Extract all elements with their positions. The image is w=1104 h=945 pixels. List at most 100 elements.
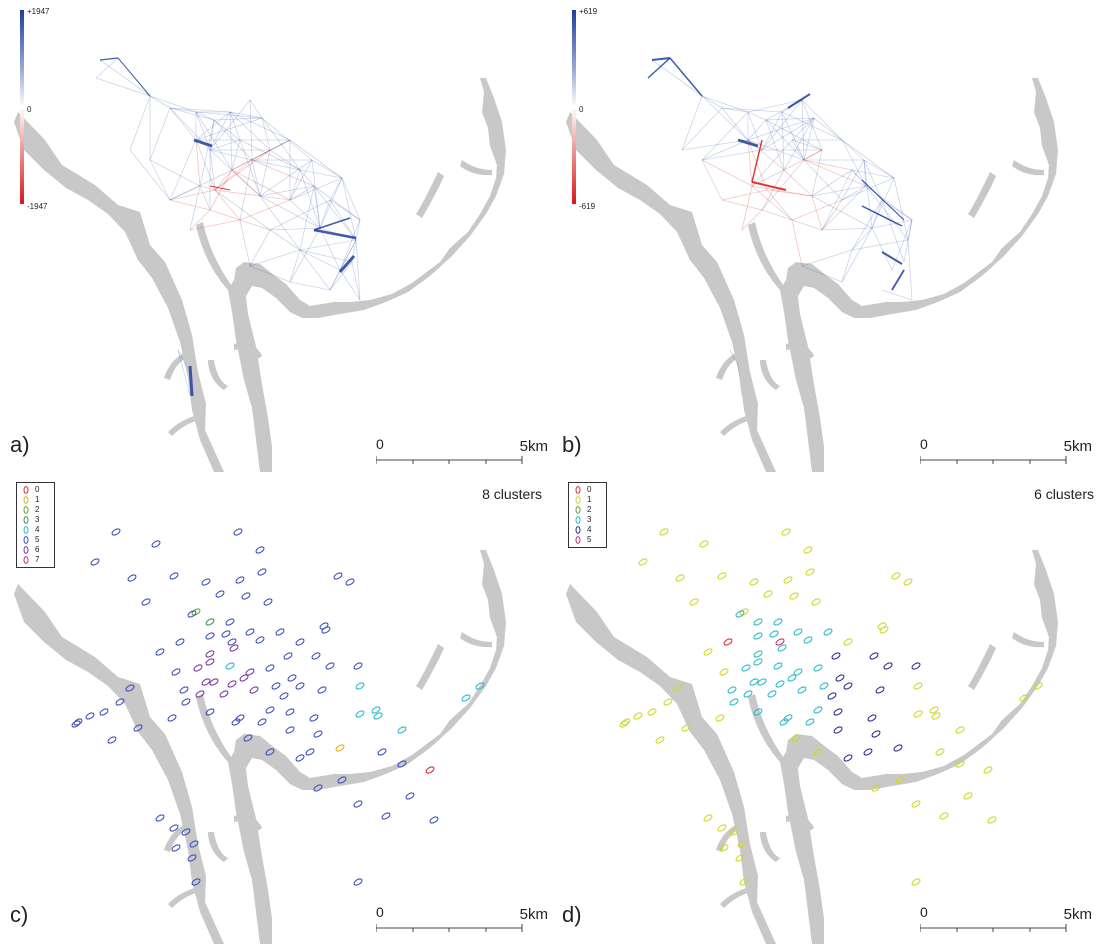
flow-edge — [871, 177, 895, 229]
flow-edge — [339, 269, 361, 301]
flow-edge-strong — [188, 365, 194, 397]
flow-edge — [341, 177, 357, 241]
flow-edge — [811, 149, 823, 197]
flow-edge — [289, 249, 301, 283]
flow-edge — [231, 149, 271, 171]
station-marker — [241, 592, 251, 600]
flow-edge — [214, 169, 233, 191]
scale-ruler — [376, 456, 523, 464]
scale-end: 5km — [519, 438, 548, 455]
station-marker — [781, 528, 791, 536]
station-marker — [381, 812, 391, 820]
legend-label: 1 — [35, 495, 40, 504]
flow-edge-strong — [751, 139, 763, 183]
flow-edge — [701, 95, 749, 141]
flow-edge — [765, 119, 823, 151]
flow-edge — [903, 219, 913, 263]
flow-edge — [841, 139, 895, 179]
station-marker — [227, 680, 237, 688]
flow-edge — [259, 195, 291, 201]
station-marker — [813, 706, 823, 714]
station-marker — [773, 662, 783, 670]
flow-edge — [747, 111, 763, 151]
flow-edge — [269, 139, 291, 151]
station-marker — [231, 718, 241, 726]
flow-edge — [781, 111, 805, 161]
station-marker — [797, 686, 807, 694]
colorbar-gradient — [572, 10, 576, 204]
flow-edge — [169, 185, 201, 201]
flow-edge — [313, 185, 321, 229]
river-body — [566, 78, 1058, 472]
station-marker — [871, 784, 881, 792]
station-marker — [749, 578, 759, 586]
flow-edge — [701, 111, 749, 161]
flow-edge-strong — [861, 205, 903, 227]
station-marker — [127, 574, 137, 582]
station-marker — [647, 708, 657, 716]
colorbar-mid: 0 — [27, 105, 32, 114]
flow-edge — [319, 227, 341, 271]
station-marker — [929, 706, 939, 714]
station-clusters — [619, 528, 1043, 886]
flow-edge — [747, 139, 805, 161]
station-marker — [1033, 682, 1043, 690]
station-clusters — [71, 528, 485, 886]
legend-item: 3 — [17, 515, 54, 525]
flow-edge — [269, 229, 301, 251]
station-marker — [789, 592, 799, 600]
flow-edge — [289, 169, 301, 201]
flow-edge — [229, 111, 233, 171]
station-marker — [353, 800, 363, 808]
station-marker — [723, 638, 733, 646]
flow-edge — [299, 239, 357, 251]
flow-edge — [189, 219, 241, 231]
station-marker — [963, 792, 973, 800]
flow-edge — [747, 117, 815, 141]
flow-edge — [329, 177, 343, 201]
flow-edge-strong — [313, 217, 351, 231]
station-marker — [171, 844, 181, 852]
flow-edge — [249, 265, 291, 283]
station-marker — [939, 812, 949, 820]
colorbar-gradient — [20, 10, 24, 204]
flow-edge — [351, 261, 361, 301]
station-marker — [911, 878, 921, 886]
cluster-legend: 0 1 2 3 4 5 — [568, 482, 607, 548]
station-marker — [107, 736, 117, 744]
flow-edge-strong — [651, 57, 671, 61]
river-tributary — [760, 832, 780, 862]
station-marker — [871, 730, 881, 738]
station-marker — [655, 736, 665, 744]
station-marker — [371, 706, 381, 714]
legend-item: 2 — [17, 505, 54, 515]
flow-edge — [721, 107, 749, 141]
river-tributary — [748, 222, 784, 290]
station-marker — [879, 626, 889, 634]
clusters-title: 6 clusters — [1034, 486, 1094, 502]
flow-edge — [311, 159, 321, 229]
station-marker — [257, 568, 267, 576]
flow-edge — [841, 139, 865, 161]
station-marker — [191, 878, 201, 886]
legend-item: 0 — [17, 485, 54, 495]
flow-edge-strong — [669, 57, 703, 97]
station-marker — [265, 706, 275, 714]
station-marker — [317, 686, 327, 694]
flow-edge — [329, 239, 357, 291]
station-marker — [233, 528, 243, 536]
flow-edge — [339, 239, 357, 271]
station-marker — [903, 578, 913, 586]
flow-edge — [95, 57, 119, 79]
flow-edge — [209, 149, 253, 161]
flow-edge — [195, 111, 233, 171]
flow-edge — [811, 195, 823, 231]
station-marker — [883, 662, 893, 670]
flow-edge — [841, 185, 867, 201]
station-marker — [931, 712, 941, 720]
river-tributary — [208, 832, 228, 862]
legend-item: 3 — [569, 515, 606, 525]
flow-edge — [851, 169, 895, 179]
flow-edge — [99, 59, 151, 97]
flow-edge — [129, 149, 171, 201]
